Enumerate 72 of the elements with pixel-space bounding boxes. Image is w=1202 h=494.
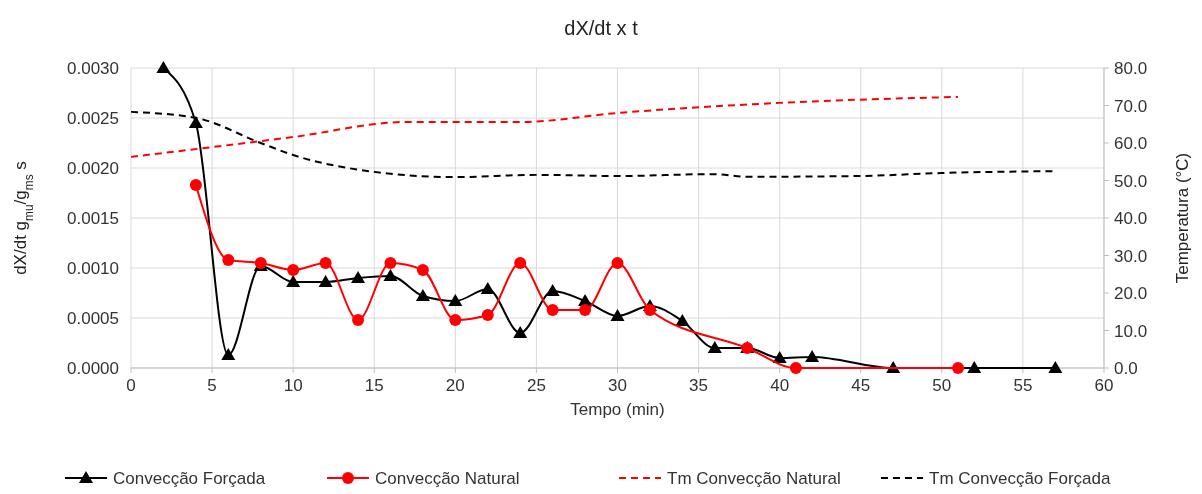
x-tick-label: 60 bbox=[1094, 376, 1114, 395]
point bbox=[789, 362, 802, 374]
point bbox=[514, 257, 527, 269]
point bbox=[318, 275, 333, 287]
chart-title: dX/dt x t bbox=[564, 17, 639, 39]
line-series bbox=[130, 95, 960, 158]
y-tick-label: 0.0000 bbox=[67, 359, 119, 378]
x-tick-label: 20 bbox=[445, 376, 465, 395]
point bbox=[611, 257, 624, 269]
point bbox=[286, 275, 301, 287]
x-tick-label: 15 bbox=[364, 376, 384, 395]
y2-tick-label: 60.0 bbox=[1114, 134, 1148, 153]
point bbox=[707, 341, 722, 353]
x-tick-label: 10 bbox=[283, 376, 303, 395]
y2-tick-label: 80.0 bbox=[1114, 59, 1148, 78]
point bbox=[675, 314, 690, 326]
point bbox=[952, 362, 965, 374]
y-tick-label: 0.0025 bbox=[67, 109, 119, 128]
point bbox=[643, 304, 656, 316]
x-tick-label: 50 bbox=[932, 376, 952, 395]
y2-tick-label: 70.0 bbox=[1114, 96, 1148, 116]
y-tick-label: 0.0020 bbox=[67, 159, 119, 178]
point bbox=[545, 284, 560, 296]
x-tick-label: 35 bbox=[689, 376, 709, 395]
x-axis-title: Tempo (min) bbox=[570, 400, 665, 419]
point bbox=[319, 257, 332, 269]
point bbox=[449, 314, 462, 326]
y2-axis-title: Temperatura (°C) bbox=[1173, 152, 1192, 284]
legend-label: Convecção Natural bbox=[375, 469, 520, 488]
point bbox=[967, 361, 982, 373]
point bbox=[481, 309, 494, 321]
x-tick-label: 30 bbox=[608, 376, 627, 395]
point bbox=[156, 61, 171, 73]
y-tick-label: 0.0030 bbox=[67, 59, 119, 78]
point bbox=[579, 304, 592, 316]
y-tick-label: 0.0005 bbox=[67, 309, 119, 328]
legend-label: Tm Convecção Forçada bbox=[929, 469, 1111, 488]
point bbox=[352, 314, 365, 326]
point bbox=[513, 326, 528, 338]
point bbox=[416, 264, 429, 276]
y2-tick-label: 0.0 bbox=[1114, 359, 1138, 378]
point bbox=[415, 289, 430, 301]
legend-label: Convecção Forçada bbox=[113, 469, 266, 488]
point bbox=[772, 351, 787, 363]
point bbox=[188, 116, 203, 128]
point bbox=[383, 269, 398, 281]
y2-tick-label: 50.0 bbox=[1114, 171, 1148, 191]
y-tick-label: 0.0010 bbox=[67, 259, 119, 278]
y2-tick-label: 40.0 bbox=[1114, 209, 1148, 228]
x-tick-label: 0 bbox=[126, 376, 136, 395]
x-tick-label: 25 bbox=[526, 376, 546, 395]
point bbox=[384, 257, 397, 269]
x-tick-label: 45 bbox=[851, 376, 871, 395]
point bbox=[546, 304, 559, 316]
x-tick-label: 40 bbox=[770, 376, 790, 395]
point bbox=[448, 294, 463, 306]
point bbox=[189, 179, 202, 191]
point bbox=[1048, 361, 1063, 373]
point bbox=[480, 282, 495, 294]
y2-tick-label: 10.0 bbox=[1114, 321, 1148, 341]
point bbox=[221, 348, 236, 360]
y-tick-label: 0.0015 bbox=[67, 209, 119, 228]
x-tick-label: 5 bbox=[207, 376, 217, 395]
point bbox=[287, 264, 300, 276]
y2-tick-label: 20.0 bbox=[1114, 284, 1148, 303]
point bbox=[222, 254, 235, 266]
point bbox=[610, 309, 625, 321]
point bbox=[805, 350, 820, 362]
x-tick-label: 55 bbox=[1013, 376, 1033, 395]
y2-tick-label: 30.0 bbox=[1114, 246, 1148, 266]
legend-label: Tm Convecção Natural bbox=[667, 469, 841, 488]
point bbox=[351, 271, 366, 283]
